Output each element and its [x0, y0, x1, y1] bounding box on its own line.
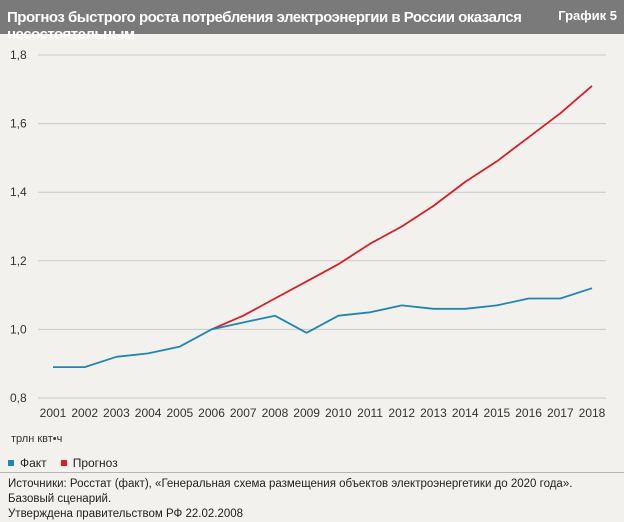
x-tick-label: 2015	[484, 406, 511, 420]
y-tick-label: 0,8	[10, 391, 27, 405]
y-tick-label: 1,4	[10, 185, 27, 199]
source-line-1: Источники: Росстат (факт), «Генеральная …	[8, 478, 573, 505]
x-tick-label: 2012	[388, 406, 415, 420]
x-tick-label: 2001	[40, 406, 67, 420]
x-tick-label: 2017	[547, 406, 574, 420]
y-tick-label: 1,0	[10, 322, 27, 336]
x-tick-label: 2007	[230, 406, 257, 420]
legend-swatch-fact	[8, 460, 14, 466]
y-unit-label: трлн квт•ч	[11, 433, 63, 445]
x-tick-label: 2005	[166, 406, 193, 420]
chart-title: Прогноз быстрого роста потребления элект…	[7, 9, 522, 43]
chart-header: Прогноз быстрого роста потребления элект…	[0, 0, 624, 43]
source-note: Источники: Росстат (факт), «Генеральная …	[8, 477, 620, 522]
x-tick-label: 2018	[579, 406, 606, 420]
series-line-fact	[53, 287, 593, 369]
legend-item-forecast: Прогноз	[60, 456, 118, 470]
legend-swatch-forecast	[60, 460, 67, 466]
legend: Факт Прогноз	[8, 456, 132, 470]
x-tick-label: 2004	[135, 406, 162, 420]
x-tick-label: 2011	[357, 406, 383, 420]
x-tick-label: 2016	[515, 406, 542, 420]
x-tick-label: 2006	[198, 406, 225, 420]
source-line-2: Утверждена правительством РФ 22.02.2008	[8, 508, 244, 520]
legend-item-fact: Факт	[8, 456, 47, 470]
line-chart: 0,8 1,0 1,2 1,4 1,6 1,8 2001 2002 2003 2004 2005 20…	[10, 48, 606, 420]
chart-number-badge: График 5	[558, 8, 617, 23]
y-tick-label: 1,2	[10, 254, 27, 268]
x-tick-label: 2008	[262, 406, 289, 420]
x-tick-label: 2003	[103, 406, 130, 420]
x-tick-label: 2010	[325, 406, 352, 420]
y-tick-label: 1,8	[10, 48, 27, 62]
legend-label-fact: Факт	[20, 456, 47, 470]
x-tick-label: 2009	[293, 406, 320, 420]
legend-label-forecast: Прогноз	[72, 456, 118, 470]
x-tick-label: 2014	[452, 406, 479, 420]
divider	[0, 472, 624, 473]
x-tick-label: 2002	[71, 406, 98, 420]
x-tick-label: 2013	[420, 406, 447, 420]
series-line-forecast	[211, 85, 593, 331]
y-tick-label: 1,6	[10, 117, 27, 131]
